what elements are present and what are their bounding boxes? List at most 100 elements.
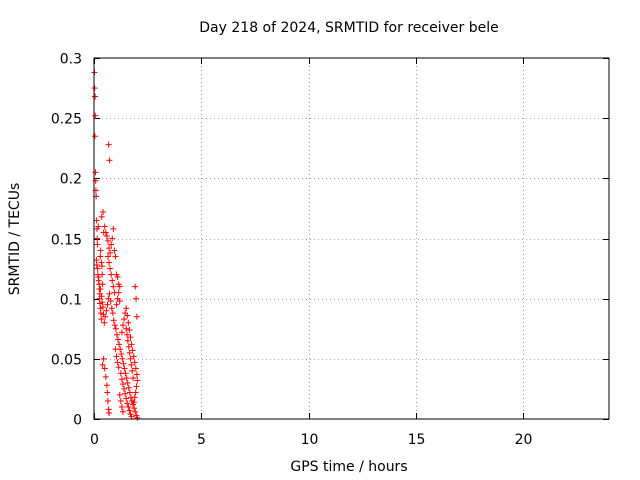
data-point [127, 334, 134, 341]
data-point [100, 355, 107, 362]
data-point [99, 281, 106, 288]
data-point [112, 346, 119, 353]
data-point [124, 331, 131, 338]
data-point [107, 265, 114, 272]
y-tick-label: 0.1 [60, 293, 82, 309]
data-point [116, 298, 123, 305]
data-point [129, 347, 136, 354]
data-point [98, 316, 105, 323]
data-point [109, 310, 116, 317]
data-point [126, 349, 133, 356]
data-point [93, 217, 100, 224]
data-point [106, 157, 113, 164]
axis-tick-labels: 0 5 10 15 20 0 0.05 0.1 0.15 0.2 0.25 0.3 [51, 52, 533, 449]
data-point [118, 376, 125, 383]
data-point [124, 379, 131, 386]
data-point [132, 408, 139, 415]
data-point [127, 355, 134, 362]
data-point [102, 373, 109, 380]
data-point [131, 359, 138, 366]
data-point [106, 290, 113, 297]
data-point [108, 241, 115, 248]
data-point [128, 361, 135, 368]
data-point [98, 213, 105, 220]
plot-frame [93, 57, 610, 420]
data-point [100, 209, 107, 216]
data-point [114, 274, 121, 281]
data-point [109, 235, 116, 242]
data-point [111, 289, 118, 296]
data-point [115, 364, 122, 371]
data-point [121, 365, 128, 372]
data-point [103, 307, 110, 314]
data-point [112, 253, 119, 260]
data-point [91, 85, 98, 92]
x-tick-label: 0 [90, 432, 99, 448]
data-point [118, 403, 125, 410]
data-point [131, 405, 138, 412]
data-point [108, 271, 115, 278]
data-point [97, 253, 104, 260]
data-point [124, 400, 131, 407]
data-point [132, 389, 139, 396]
data-point [133, 371, 140, 378]
data-point [116, 283, 123, 290]
data-point [100, 311, 107, 318]
data-point [104, 237, 111, 244]
data-point [97, 286, 104, 293]
data-point [123, 305, 130, 312]
data-point [109, 277, 116, 284]
data-point [126, 326, 133, 333]
data-point [121, 385, 128, 392]
data-point [113, 331, 120, 338]
data-point [116, 391, 123, 398]
data-point [106, 409, 113, 416]
data-point [117, 397, 124, 404]
axis-ticks [94, 58, 609, 420]
data-point [106, 245, 113, 252]
data-point [126, 407, 133, 414]
y-tick-label: 0.3 [60, 52, 82, 68]
x-tick-label: 15 [408, 432, 426, 448]
x-tick-label: 10 [301, 432, 319, 448]
data-point [97, 310, 104, 317]
data-point [121, 316, 128, 323]
data-point [113, 353, 120, 360]
data-point [114, 359, 121, 366]
data-point [99, 361, 106, 368]
data-point [112, 325, 119, 332]
data-point [130, 399, 137, 406]
data-point [103, 233, 110, 240]
data-point [95, 223, 102, 230]
data-point [119, 355, 126, 362]
data-point [123, 325, 130, 332]
data-point [126, 389, 133, 396]
data-point [130, 353, 137, 360]
data-point [124, 337, 131, 344]
data-point [129, 367, 136, 374]
data-point [131, 394, 138, 401]
y-tick-label: 0.05 [51, 353, 82, 369]
data-point [100, 304, 107, 311]
data-point [116, 341, 123, 348]
data-point [92, 93, 99, 100]
data-point [101, 223, 108, 230]
data-point [110, 317, 117, 324]
data-point [134, 377, 141, 384]
data-point [125, 403, 132, 410]
data-point [133, 313, 140, 320]
data-point [133, 295, 140, 302]
data-point [134, 414, 141, 421]
data-point [107, 298, 114, 305]
data-point [107, 249, 114, 256]
data-point [115, 336, 122, 343]
data-point [108, 305, 115, 312]
data-point [111, 247, 118, 254]
data-point [102, 229, 109, 236]
data-point [119, 381, 126, 388]
data-point [110, 283, 117, 290]
data-point [105, 141, 112, 148]
data-point [118, 329, 125, 336]
data-point [133, 383, 140, 390]
data-point [122, 390, 129, 397]
